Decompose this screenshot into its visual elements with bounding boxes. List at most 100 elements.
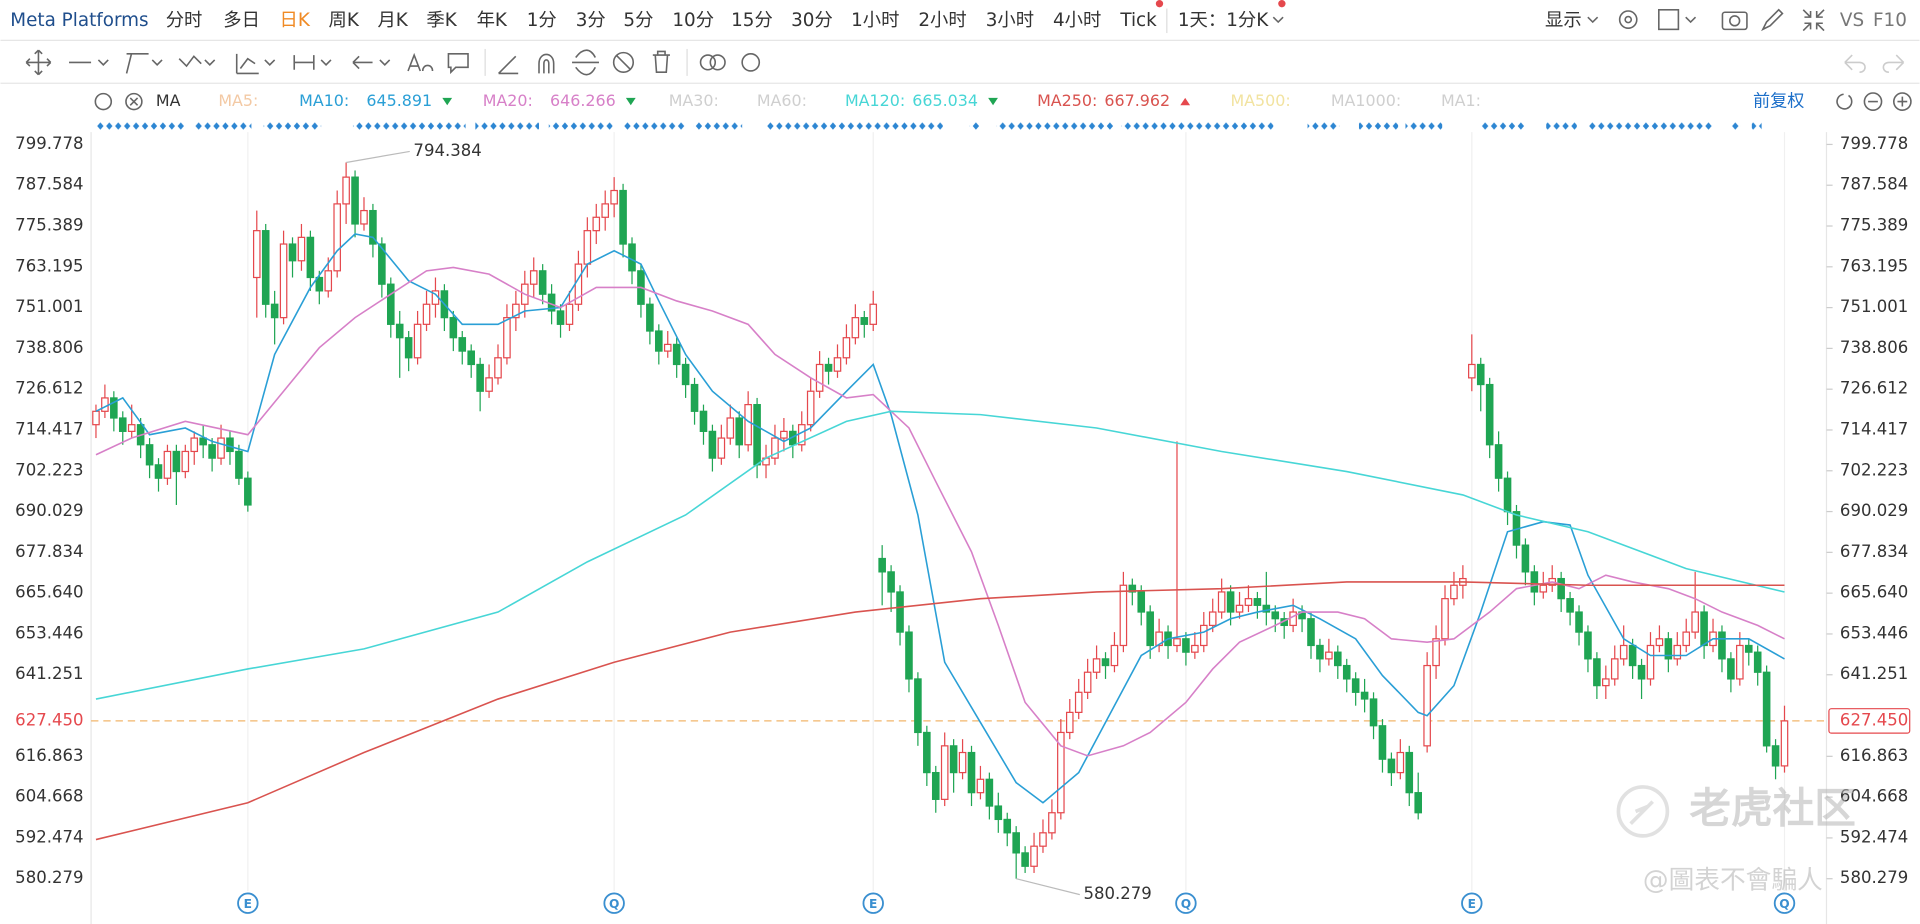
candle-body bbox=[208, 444, 216, 459]
event-marker[interactable] bbox=[603, 892, 625, 914]
chevron bbox=[1685, 16, 1697, 24]
period-tabs: 分时 多日 日K 周K 月K 季K 年K 1分 3分 5分 10分 15分 30分 1小时 2小时 3小时 4小… bbox=[166, 10, 1157, 31]
range-select[interactable]: 1天：1分K bbox=[1178, 10, 1269, 31]
note-tool[interactable] bbox=[447, 53, 469, 75]
period-tab[interactable]: 多日 bbox=[223, 10, 260, 31]
period-tab[interactable]: 月K bbox=[377, 10, 408, 31]
candle-body bbox=[342, 176, 350, 205]
candle-body bbox=[753, 404, 761, 466]
candle-body bbox=[467, 350, 475, 366]
legend-name[interactable]: MA250: bbox=[1037, 91, 1097, 110]
compare-icon[interactable] bbox=[699, 54, 717, 71]
y-tick-label-right: 653.446 bbox=[1840, 623, 1908, 642]
period-tab[interactable]: 1分 bbox=[527, 10, 557, 31]
fib-tool[interactable] bbox=[235, 53, 276, 75]
layout-icon[interactable] bbox=[1658, 8, 1680, 31]
candle-body bbox=[1780, 720, 1789, 767]
period-tab[interactable]: Tick bbox=[1119, 10, 1157, 31]
y-tick-label-left: 653.446 bbox=[15, 623, 83, 642]
legend-inactive[interactable]: MA60: bbox=[757, 91, 807, 110]
candle-body bbox=[190, 437, 199, 453]
legend-name[interactable]: MA20: bbox=[483, 91, 533, 110]
f10-button[interactable]: F10 bbox=[1873, 10, 1907, 31]
period-tab[interactable]: 日K bbox=[280, 10, 311, 31]
period-tab[interactable]: 2小时 bbox=[918, 10, 966, 31]
tool-settings[interactable] bbox=[741, 53, 761, 72]
zoom-in[interactable] bbox=[1892, 92, 1912, 111]
angle-tool[interactable] bbox=[498, 55, 519, 75]
measure-tool[interactable] bbox=[293, 55, 332, 70]
vs-button[interactable]: VS bbox=[1840, 10, 1864, 31]
candle-body bbox=[1664, 638, 1673, 660]
legend-inactive[interactable]: MA30: bbox=[669, 91, 719, 110]
undo[interactable] bbox=[1844, 54, 1866, 74]
candle-body bbox=[1405, 751, 1414, 794]
magnet-tool[interactable] bbox=[538, 53, 555, 74]
adjust-mode[interactable]: 前复权 bbox=[1753, 92, 1804, 112]
candle-body bbox=[1021, 852, 1029, 867]
candle-body bbox=[101, 397, 109, 412]
event-dot-group bbox=[1589, 121, 1714, 131]
period-tab[interactable]: 年K bbox=[477, 10, 508, 31]
indicator-settings[interactable] bbox=[94, 92, 113, 111]
legend-name[interactable]: MA10: bbox=[299, 91, 349, 110]
candle-body bbox=[118, 417, 127, 432]
period-tab[interactable]: 周K bbox=[328, 10, 359, 31]
legend: MA5: MA30: MA60: MA500: MA1000: MA1: MA10: 645.… bbox=[218, 91, 1481, 110]
y-tick-label-right: 738.806 bbox=[1840, 338, 1908, 357]
candle-body bbox=[1771, 745, 1780, 767]
candle-body bbox=[905, 631, 913, 680]
arrow-tool[interactable] bbox=[352, 55, 391, 70]
indicator-close[interactable] bbox=[125, 92, 143, 111]
event-marker[interactable] bbox=[862, 892, 884, 914]
display-menu[interactable]: 显示 bbox=[1545, 10, 1582, 31]
reset-icon[interactable] bbox=[1836, 93, 1853, 110]
event-marker[interactable] bbox=[1773, 892, 1796, 914]
text-tool[interactable] bbox=[407, 52, 434, 72]
candle-body bbox=[1289, 611, 1297, 627]
period-tab[interactable]: 3小时 bbox=[986, 10, 1034, 31]
lock-tool[interactable] bbox=[572, 49, 599, 76]
camera-icon[interactable] bbox=[1721, 11, 1748, 31]
delete-tool[interactable] bbox=[652, 50, 670, 74]
symbol[interactable]: Meta Platforms bbox=[10, 10, 148, 31]
hide-tool[interactable] bbox=[612, 51, 635, 74]
candle-body bbox=[923, 731, 931, 774]
period-tab[interactable]: 5分 bbox=[623, 10, 653, 31]
period-tab[interactable]: 4小时 bbox=[1053, 10, 1101, 31]
zoom-out[interactable] bbox=[1863, 92, 1883, 111]
event-dot-group bbox=[1121, 121, 1274, 131]
period-tab[interactable]: 3分 bbox=[576, 10, 606, 31]
line-tool[interactable] bbox=[69, 59, 109, 66]
wave-tool[interactable] bbox=[178, 55, 216, 68]
legend-inactive[interactable]: MA5: bbox=[218, 91, 258, 110]
settings-icon[interactable] bbox=[1618, 10, 1638, 29]
candle-body bbox=[1646, 644, 1655, 680]
event-dot-group bbox=[475, 121, 539, 131]
legend-inactive[interactable]: MA1000: bbox=[1331, 91, 1401, 110]
candle-body bbox=[1575, 611, 1583, 633]
period-tab[interactable]: 分时 bbox=[166, 10, 203, 31]
candle-body bbox=[226, 437, 234, 453]
candle-body bbox=[404, 337, 413, 359]
event-marker[interactable] bbox=[1461, 892, 1483, 914]
period-tab[interactable]: 季K bbox=[426, 10, 457, 31]
legend-inactive[interactable]: MA1: bbox=[1441, 91, 1481, 110]
redo[interactable] bbox=[1882, 54, 1905, 74]
candle-body bbox=[351, 176, 359, 225]
period-tab[interactable]: 10分 bbox=[672, 10, 714, 31]
event-marker[interactable] bbox=[237, 892, 259, 914]
candle-body bbox=[413, 323, 422, 359]
period-tab[interactable]: 30分 bbox=[791, 10, 833, 31]
period-tab[interactable]: 1小时 bbox=[851, 10, 899, 31]
compress-icon[interactable] bbox=[1802, 9, 1825, 32]
candle-body bbox=[994, 805, 1003, 821]
ray-tool[interactable] bbox=[125, 53, 163, 74]
legend-name[interactable]: MA120: bbox=[845, 91, 905, 110]
pencil-icon[interactable] bbox=[1761, 8, 1784, 32]
event-marker[interactable] bbox=[1175, 892, 1197, 914]
move-tool[interactable] bbox=[25, 49, 52, 76]
legend-inactive[interactable]: MA500: bbox=[1230, 91, 1290, 110]
candle-body bbox=[217, 437, 225, 459]
period-tab[interactable]: 15分 bbox=[731, 10, 773, 31]
